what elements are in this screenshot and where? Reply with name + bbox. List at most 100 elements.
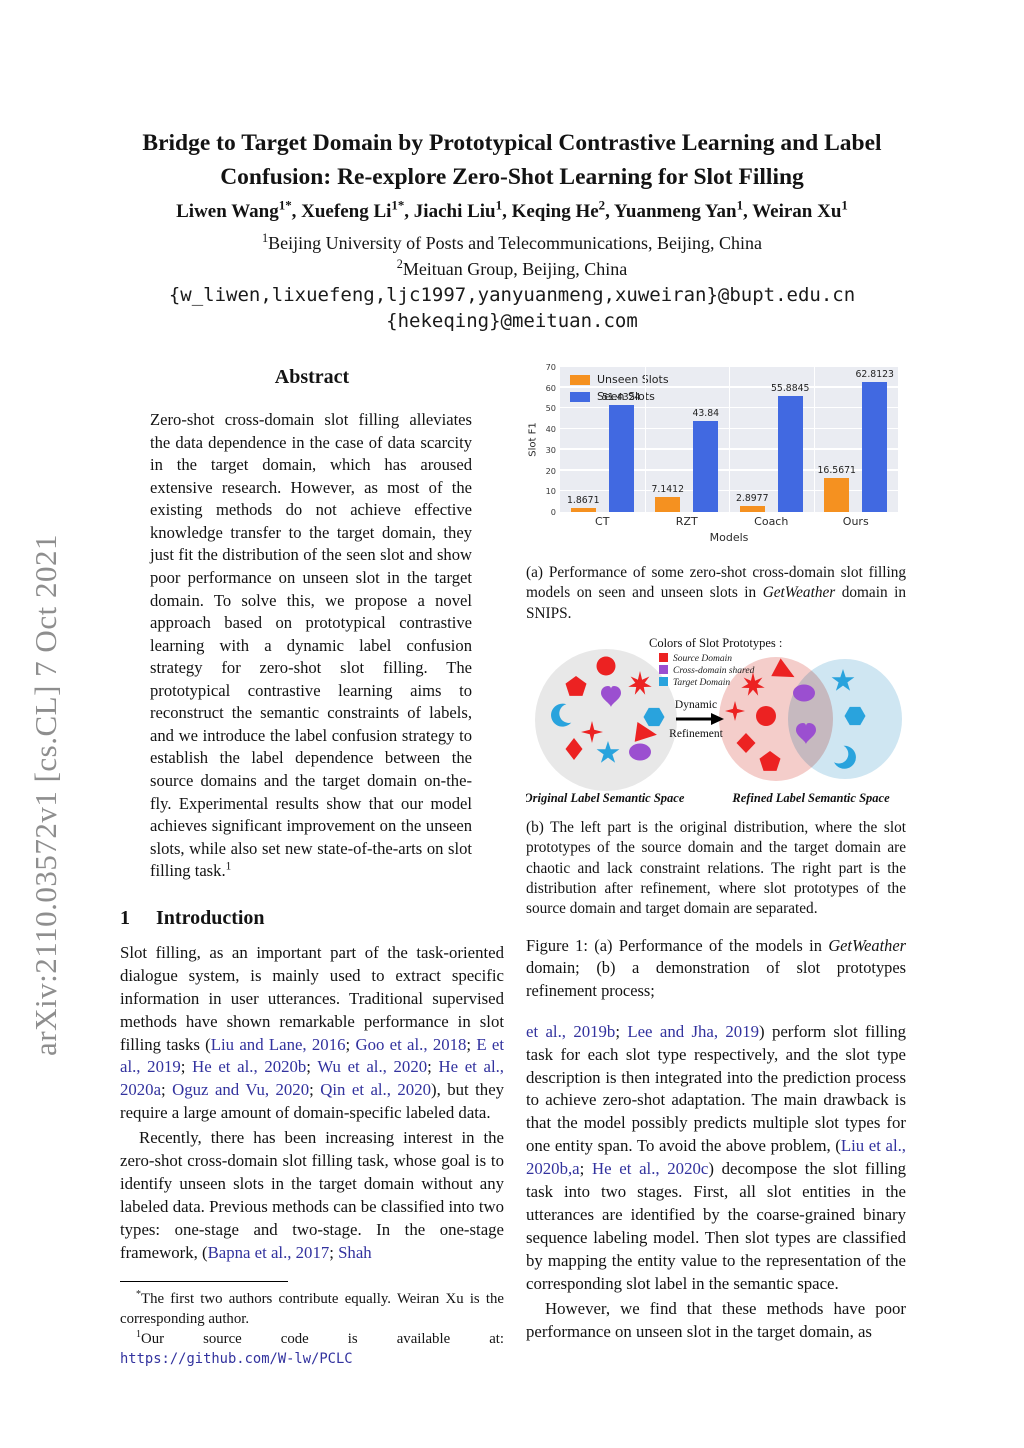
chart-x-axis-label: Models bbox=[709, 531, 749, 544]
text-segment: ) decompose the slot filling task into t… bbox=[526, 1159, 906, 1293]
citation-link[interactable]: Goo et al., 2018 bbox=[355, 1034, 467, 1054]
text-segment: GetWeather bbox=[762, 584, 836, 602]
legend-label-target: Target Domain bbox=[673, 678, 730, 688]
text-segment: ), but they require a large amount of do… bbox=[120, 1080, 505, 1123]
citation-link[interactable]: Oguz and Vu, 2020 bbox=[172, 1080, 310, 1100]
bar-value-label: 62.8123 bbox=[855, 368, 894, 380]
text-segment: The first two authors contribute equally… bbox=[120, 1290, 504, 1327]
refined-blue-star bbox=[831, 669, 855, 691]
text-segment: , Jiachi Liu bbox=[404, 201, 496, 222]
text-segment: * bbox=[136, 1288, 142, 1300]
figure-1-caption: Figure 1: (a) Performance of the models … bbox=[526, 935, 906, 1003]
bar-value-label: 55.8845 bbox=[771, 383, 810, 395]
text-segment: ; bbox=[579, 1159, 592, 1179]
y-axis-tick: 30 bbox=[545, 444, 556, 455]
proto-red-burst bbox=[628, 671, 652, 695]
refined-red-sparkle bbox=[725, 701, 745, 722]
text-segment: ; bbox=[466, 1034, 477, 1054]
body-paragraph-continued: et al., 2019b; Lee and Jha, 2019) perfor… bbox=[526, 1021, 906, 1296]
v-gridline bbox=[813, 367, 815, 512]
text-segment: (a) Performance of some zero-shot cross-… bbox=[526, 564, 906, 602]
text-segment: ; bbox=[427, 1057, 439, 1077]
chart-bar-seen bbox=[777, 396, 803, 512]
refined-red-pentagon bbox=[759, 751, 781, 771]
chart-bar-unseen bbox=[824, 477, 850, 512]
intro-paragraph-2: Recently, there has been increasing inte… bbox=[120, 1127, 504, 1265]
refined-purple-heart bbox=[796, 723, 816, 745]
refined-red-triangle bbox=[771, 658, 795, 678]
legend-label-source: Source Domain bbox=[673, 654, 732, 664]
citation-link[interactable]: E et al., 2019 bbox=[120, 1034, 505, 1077]
x-axis-tick: RZT bbox=[675, 515, 698, 528]
text-segment: 1 bbox=[736, 197, 744, 213]
text-segment: 1 bbox=[136, 1329, 142, 1341]
y-axis-tick: 0 bbox=[550, 507, 556, 517]
intro-paragraph-1: Slot filling, as an important part of th… bbox=[120, 942, 504, 1125]
y-axis-tick: 50 bbox=[545, 403, 556, 414]
citation-link[interactable]: Qin et al., 2020 bbox=[320, 1080, 431, 1100]
legend-swatch-shared bbox=[659, 665, 668, 675]
text-segment: 1 bbox=[841, 197, 848, 213]
text-segment: Zero-shot cross-domain slot filling alle… bbox=[150, 410, 472, 881]
refined-blue-hexagon bbox=[844, 706, 866, 726]
bar-value-label: 1.8671 bbox=[566, 495, 600, 507]
chart-bar-seen bbox=[693, 421, 719, 512]
text-segment: Slot filling, as an important part of th… bbox=[120, 942, 504, 1054]
text-segment: 1 bbox=[262, 231, 269, 245]
text-segment: 1 bbox=[495, 197, 503, 213]
citation-link[interactable]: https://github.com/W-lw/PCLC bbox=[120, 1351, 353, 1368]
text-segment: ; bbox=[180, 1057, 193, 1077]
text-segment: , Yuanmeng Yan bbox=[605, 201, 737, 222]
text-segment: GetWeather bbox=[828, 935, 906, 955]
left-column: Abstract Zero-shot cross-domain slot fil… bbox=[120, 362, 504, 1369]
proto-red-diamond bbox=[565, 738, 583, 761]
bar-value-label: 43.84 bbox=[692, 408, 720, 420]
legend-label: Unseen Slots bbox=[597, 373, 669, 386]
citation-link[interactable]: et al., 2019b bbox=[526, 1021, 616, 1041]
citation-link[interactable]: Shah bbox=[338, 1242, 372, 1262]
x-axis-tick: CT bbox=[595, 515, 610, 528]
proto-red-pentagon bbox=[565, 676, 587, 696]
v-gridline bbox=[644, 367, 646, 512]
refined-target-ellipse bbox=[788, 659, 902, 780]
citation-link[interactable]: He et al., 2020c bbox=[591, 1159, 709, 1179]
chart-bar-seen bbox=[608, 405, 634, 512]
text-segment: Beijing University of Posts and Telecomm… bbox=[268, 233, 762, 253]
refined-blue-crescent bbox=[834, 745, 856, 769]
chart-bar-seen bbox=[862, 381, 888, 512]
bar-value-label: 16.5671 bbox=[817, 464, 856, 476]
text-segment: ; bbox=[345, 1034, 356, 1054]
citation-link[interactable]: He et al., 2020b bbox=[192, 1057, 307, 1077]
text-segment: 2 bbox=[396, 257, 403, 272]
citation-link[interactable]: Lee and Jha, 2019 bbox=[627, 1021, 759, 1041]
h-gridline bbox=[560, 365, 898, 367]
email-line-1: {w_liwen,lixuefeng,ljc1997,yanyuanmeng,x… bbox=[168, 284, 856, 306]
legend-row: Unseen Slots bbox=[570, 373, 669, 386]
citation-link[interactable]: He et al., 2020a bbox=[120, 1057, 504, 1100]
figure-b-diagram: Colors of Slot Prototypes : Source Domai… bbox=[526, 636, 902, 805]
text-segment: 1* bbox=[278, 197, 292, 213]
bar-value-label: 2.8977 bbox=[735, 493, 769, 504]
refined-space-label: Refined Label Semantic Space bbox=[731, 791, 890, 805]
legend-row: Seen Slots bbox=[570, 390, 669, 403]
paper-title: Bridge to Target Domain by Prototypical … bbox=[92, 126, 932, 194]
text-segment: Recently, there has been increasing inte… bbox=[120, 1128, 504, 1262]
refined-red-circle bbox=[756, 706, 776, 727]
text-segment: Liwen Wang bbox=[176, 201, 279, 222]
section-title: Introduction bbox=[156, 906, 265, 929]
chart-bar-unseen bbox=[739, 506, 765, 512]
proto-red-sparkle bbox=[581, 721, 603, 744]
legend-label: Seen Slots bbox=[597, 390, 655, 403]
paper-title-line2: Confusion: Re-explore Zero-Shot Learning… bbox=[220, 164, 804, 191]
text-segment: ; bbox=[329, 1242, 339, 1262]
text-segment: ; bbox=[309, 1080, 321, 1100]
proto-blue-star bbox=[596, 741, 620, 763]
text-segment: domain; (b) a demonstration of slot prot… bbox=[526, 958, 906, 1001]
right-column: Slot F1 Unseen Slots Seen Slots 1.8671 51.… bbox=[526, 362, 906, 1344]
citation-link[interactable]: Bapna et al., 2017 bbox=[207, 1242, 330, 1262]
citation-link[interactable]: Wu et al., 2020 bbox=[317, 1057, 428, 1077]
section-heading-introduction: 1 Introduction bbox=[120, 907, 504, 930]
prototype-legend-title: Colors of Slot Prototypes : bbox=[649, 636, 782, 650]
citation-link[interactable]: Liu and Lane, 2016 bbox=[210, 1034, 346, 1054]
citation-link[interactable]: Liu et al., 2020b,a bbox=[526, 1136, 906, 1179]
